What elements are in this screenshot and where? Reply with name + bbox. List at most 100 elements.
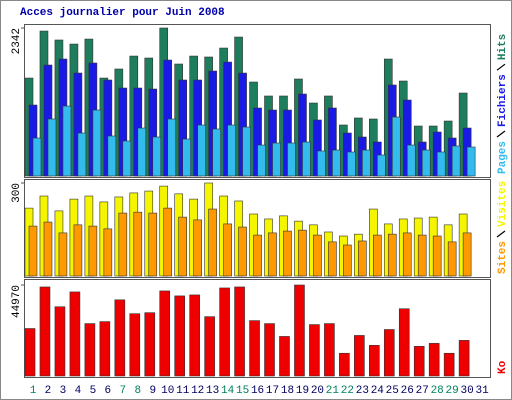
bar [362,149,371,177]
bar [443,352,455,377]
bar [163,207,173,277]
x-tick-label: 10 [161,385,174,397]
bar [458,340,470,377]
bar [317,150,326,177]
bar [391,116,401,177]
bar [189,294,200,377]
bar [99,321,111,377]
bar [358,240,367,277]
bar [227,124,236,177]
bar [272,142,281,177]
bar [398,308,410,377]
bar [152,136,162,177]
bar [428,343,440,377]
bar [313,234,322,277]
bar [24,328,36,377]
legend-separator [496,63,506,71]
bar [343,244,352,277]
bar [129,313,141,377]
bar [159,290,171,377]
bar [432,235,442,277]
x-tick-label: 6 [105,385,112,397]
bar [69,291,81,377]
bar [373,234,382,277]
bar [257,144,266,177]
bar [253,234,262,277]
bar [383,329,395,377]
x-tick-label: 21 [326,385,340,397]
bar [421,149,431,177]
x-tick-label: 3 [60,385,67,397]
bar [122,140,132,177]
bar [462,232,472,277]
bar [298,229,307,277]
x-tick-label: 24 [371,385,385,397]
bar [283,230,292,277]
bar [118,212,128,277]
x-tick-label: 2 [45,385,52,397]
bar [62,105,72,177]
legend-entry: Fichiers [497,74,509,127]
bar [451,145,461,177]
y-tick-label: 300 [11,183,23,203]
x-tick-label: 28 [431,385,444,397]
bar [182,138,191,177]
y-tick-label: 2342 [11,28,23,54]
x-tick-label: 30 [461,385,474,397]
bar [332,149,341,177]
bar [466,146,476,177]
legend-separator [496,130,506,138]
bar [144,312,156,377]
x-tick-label: 23 [356,385,369,397]
bar [58,232,68,277]
x-tick-label: 1 [30,385,37,397]
x-tick-label: 13 [206,385,219,397]
bar [447,241,457,277]
bar [47,118,57,177]
bar [77,132,87,177]
legend-entry: Sites [497,241,509,274]
panel [24,24,491,178]
x-tick-label: 11 [176,385,190,397]
bar [347,151,356,177]
bar [103,228,113,277]
bar [39,286,51,377]
legend-entry: Visites [497,181,509,227]
bar [148,212,158,277]
bar [268,232,277,277]
x-tick-label: 14 [221,385,235,397]
bar [413,346,425,377]
y-tick-label: 44970 [11,285,23,318]
bar [92,109,102,177]
bar [197,124,206,177]
bar [406,144,416,177]
bar [54,306,66,377]
legend-separator [496,230,506,238]
x-tick-label: 16 [251,385,264,397]
x-tick-label: 9 [149,385,156,397]
bar [238,226,247,277]
bar [294,284,305,377]
bar [84,323,96,377]
bar [178,216,187,277]
bar [208,208,217,277]
bar [302,141,311,177]
bar [436,151,446,177]
x-tick-label: 27 [416,385,429,397]
bar [309,324,320,377]
x-tick-label: 26 [401,385,414,397]
bar [324,323,335,377]
bar [28,225,38,277]
bar [387,233,397,277]
x-tick-label: 19 [296,385,309,397]
bar [174,295,185,377]
x-tick-label: 29 [446,385,459,397]
x-tick-label: 20 [311,385,324,397]
bar [204,316,215,377]
bar [328,241,337,277]
legend-entry: Hits [497,34,509,60]
x-tick-label: 5 [90,385,97,397]
x-tick-label: 12 [191,385,204,397]
legend-entry: Pages [497,141,509,174]
